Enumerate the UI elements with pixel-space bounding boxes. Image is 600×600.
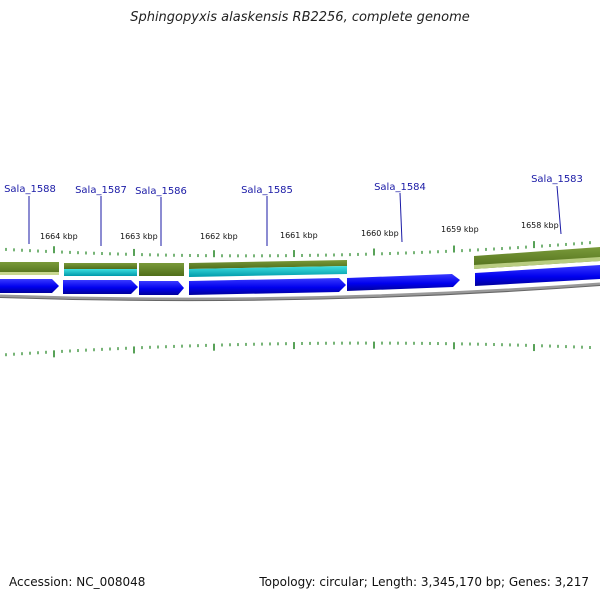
gene-label-sala-1586[interactable]: Sala_1586 <box>135 186 187 197</box>
gene-label-sala-1585[interactable]: Sala_1585 <box>241 185 293 196</box>
map-title: Sphingopyxis alaskensis RB2256, complete… <box>130 10 470 25</box>
cds-feature[interactable] <box>64 269 137 276</box>
gene-leader-line <box>556 185 562 235</box>
scale-label: 1658 kbp <box>521 221 559 230</box>
gene-arrow-sala-1585[interactable] <box>189 278 346 295</box>
gene-arrow-sala-1587[interactable] <box>63 280 138 294</box>
gene-label-sala-1587[interactable]: Sala_1587 <box>75 185 127 196</box>
scale-label: 1664 kbp <box>40 232 78 241</box>
genome-backbone-shadow <box>0 285 600 302</box>
gene-arrow-sala-1586[interactable] <box>139 281 184 295</box>
gene-label-sala-1584[interactable]: Sala_1584 <box>374 182 426 193</box>
lower-tick-row <box>5 341 591 358</box>
scale-label: 1660 kbp <box>361 229 399 238</box>
cds-feature-shadow <box>474 257 600 269</box>
gene-label-sala-1588[interactable]: Sala_1588 <box>4 184 56 195</box>
gene-track <box>0 265 600 295</box>
gene-arrow-sala-1583[interactable] <box>475 265 600 286</box>
accession-text: Accession: NC_008048 <box>9 575 146 589</box>
genome-summary-text: Topology: circular; Length: 3,345,170 bp… <box>259 575 589 589</box>
scale-label: 1662 kbp <box>200 232 238 241</box>
cds-feature[interactable] <box>139 263 184 276</box>
gene-label-sala-1583[interactable]: Sala_1583 <box>531 174 583 185</box>
cds-feature[interactable] <box>0 262 59 275</box>
gene-leader-line <box>399 192 403 243</box>
gene-arrow-sala-1584[interactable] <box>347 274 460 291</box>
scale-label: 1659 kbp <box>441 225 479 234</box>
gene-labels: Sala_1588 Sala_1587 Sala_1586 Sala_1585 … <box>4 174 583 246</box>
cds-track <box>0 247 600 277</box>
scale-label: 1663 kbp <box>120 232 158 241</box>
gene-arrow-sala-1588[interactable] <box>0 279 59 293</box>
upper-tick-row <box>5 241 591 258</box>
cds-feature[interactable] <box>189 266 347 277</box>
scale-labels: 1664 kbp 1663 kbp 1662 kbp 1661 kbp 1660… <box>40 221 559 241</box>
genome-backbone <box>0 282 600 301</box>
cds-feature[interactable] <box>64 263 137 269</box>
cds-feature-shadow <box>0 272 59 275</box>
scale-label: 1661 kbp <box>280 231 318 240</box>
